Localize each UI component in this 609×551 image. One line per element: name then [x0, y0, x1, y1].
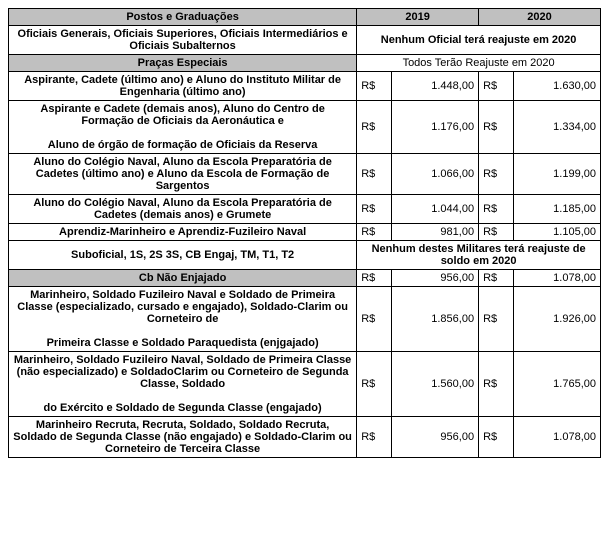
table-row: Aluno do Colégio Naval, Aluno da Escola … [9, 195, 601, 224]
officers-row: Oficiais Generais, Oficiais Superiores, … [9, 26, 601, 55]
value-2019: 1.176,00 [392, 101, 479, 154]
value-2019: 956,00 [392, 417, 479, 458]
row-desc: Aspirante e Cadete (demais anos), Aluno … [9, 101, 357, 154]
row-desc: Marinheiro Recruta, Recruta, Soldado, So… [9, 417, 357, 458]
header-2019: 2019 [357, 9, 479, 26]
row-desc: Marinheiro, Soldado Fuzileiro Naval, Sol… [9, 352, 357, 417]
currency: R$ [479, 287, 514, 352]
value-2020: 1.630,00 [513, 72, 600, 101]
pracas-desc: Praças Especiais [9, 55, 357, 72]
value-2019: 1.044,00 [392, 195, 479, 224]
value-2020: 1.334,00 [513, 101, 600, 154]
table-row: Marinheiro, Soldado Fuzileiro Naval, Sol… [9, 352, 601, 417]
row-desc: Aspirante, Cadete (último ano) e Aluno d… [9, 72, 357, 101]
cb-desc: Cb Não Enjajado [9, 270, 357, 287]
row-desc: Aprendiz-Marinheiro e Aprendiz-Fuzileiro… [9, 224, 357, 241]
value-2019: 956,00 [392, 270, 479, 287]
currency: R$ [479, 270, 514, 287]
value-2020: 1.078,00 [513, 417, 600, 458]
header-2020: 2020 [479, 9, 601, 26]
pracas-row: Praças Especiais Todos Terão Reajuste em… [9, 55, 601, 72]
table-row: Marinheiro, Soldado Fuzileiro Naval e So… [9, 287, 601, 352]
header-postos: Postos e Graduações [9, 9, 357, 26]
salary-table: Postos e Graduações 2019 2020 Oficiais G… [8, 8, 601, 458]
currency: R$ [357, 101, 392, 154]
currency: R$ [357, 352, 392, 417]
currency: R$ [357, 72, 392, 101]
cb-row: Cb Não Enjajado R$ 956,00 R$ 1.078,00 [9, 270, 601, 287]
value-2020: 1.078,00 [513, 270, 600, 287]
officers-note: Nenhum Oficial terá reajuste em 2020 [357, 26, 601, 55]
table-row: Marinheiro Recruta, Recruta, Soldado, So… [9, 417, 601, 458]
currency: R$ [479, 101, 514, 154]
value-2020: 1.185,00 [513, 195, 600, 224]
currency: R$ [479, 195, 514, 224]
currency: R$ [479, 72, 514, 101]
currency: R$ [357, 287, 392, 352]
currency: R$ [357, 195, 392, 224]
suboficial-note: Nenhum destes Militares terá reajuste de… [357, 241, 601, 270]
currency: R$ [479, 224, 514, 241]
currency: R$ [479, 417, 514, 458]
currency: R$ [357, 224, 392, 241]
value-2019: 1.448,00 [392, 72, 479, 101]
suboficial-desc: Suboficial, 1S, 2S 3S, CB Engaj, TM, T1,… [9, 241, 357, 270]
row-desc: Aluno do Colégio Naval, Aluno da Escola … [9, 154, 357, 195]
value-2020: 1.105,00 [513, 224, 600, 241]
table-row: Aprendiz-Marinheiro e Aprendiz-Fuzileiro… [9, 224, 601, 241]
currency: R$ [357, 417, 392, 458]
currency: R$ [357, 270, 392, 287]
value-2019: 1.856,00 [392, 287, 479, 352]
pracas-note: Todos Terão Reajuste em 2020 [357, 55, 601, 72]
table-row: Aspirante, Cadete (último ano) e Aluno d… [9, 72, 601, 101]
officers-desc: Oficiais Generais, Oficiais Superiores, … [9, 26, 357, 55]
value-2019: 1.560,00 [392, 352, 479, 417]
value-2020: 1.765,00 [513, 352, 600, 417]
value-2020: 1.199,00 [513, 154, 600, 195]
currency: R$ [357, 154, 392, 195]
row-desc: Marinheiro, Soldado Fuzileiro Naval e So… [9, 287, 357, 352]
table-row: Aluno do Colégio Naval, Aluno da Escola … [9, 154, 601, 195]
table-row: Aspirante e Cadete (demais anos), Aluno … [9, 101, 601, 154]
currency: R$ [479, 352, 514, 417]
row-desc: Aluno do Colégio Naval, Aluno da Escola … [9, 195, 357, 224]
value-2019: 1.066,00 [392, 154, 479, 195]
value-2019: 981,00 [392, 224, 479, 241]
suboficial-row: Suboficial, 1S, 2S 3S, CB Engaj, TM, T1,… [9, 241, 601, 270]
header-row: Postos e Graduações 2019 2020 [9, 9, 601, 26]
value-2020: 1.926,00 [513, 287, 600, 352]
currency: R$ [479, 154, 514, 195]
